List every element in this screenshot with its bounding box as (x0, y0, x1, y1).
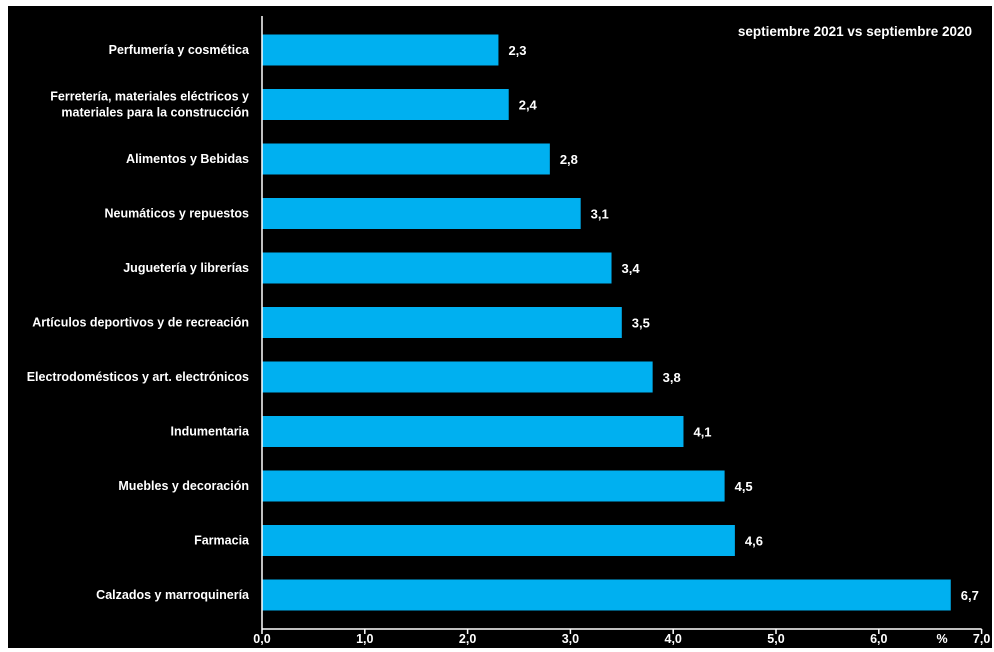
x-tick-label: 0,0 (253, 632, 270, 646)
data-label: 2,8 (560, 152, 578, 167)
x-tick-label: 1,0 (356, 632, 373, 646)
category-label: Juguetería y librerías (123, 261, 249, 275)
category-label: Perfumería y cosmética (109, 43, 250, 57)
data-label: 4,1 (693, 425, 711, 440)
data-label: 3,4 (622, 261, 641, 276)
data-label: 2,4 (519, 98, 538, 113)
bar (262, 525, 735, 556)
bar-chart: septiembre 2021 vs septiembre 2020 % 2,3… (27, 16, 990, 646)
x-tick-label: 5,0 (767, 632, 784, 646)
chart-title: septiembre 2021 vs septiembre 2020 (738, 24, 972, 39)
category-label: Ferretería, materiales eléctricos y (50, 90, 249, 104)
category-label: Alimentos y Bebidas (126, 152, 249, 166)
category-label: Neumáticos y repuestos (105, 207, 250, 221)
data-label: 3,5 (632, 316, 650, 331)
data-label: 3,8 (663, 370, 681, 385)
category-label: Indumentaria (171, 425, 251, 439)
x-tick-label: 2,0 (459, 632, 476, 646)
bar (262, 307, 622, 338)
category-label: Farmacia (194, 534, 250, 548)
data-label: 6,7 (961, 588, 979, 603)
x-tick-label: 7,0 (973, 632, 990, 646)
data-label: 2,3 (508, 43, 526, 58)
bar (262, 143, 550, 175)
chart-panel: septiembre 2021 vs septiembre 2020 % 2,3… (8, 6, 992, 648)
data-label: 3,1 (591, 207, 609, 222)
category-label: Calzados y marroquinería (96, 588, 250, 602)
x-tick-label: 3,0 (562, 632, 579, 646)
data-label: 4,6 (745, 534, 763, 549)
bar (262, 89, 509, 120)
category-label: Muebles y decoración (118, 479, 249, 493)
category-label: Electrodomésticos y art. electrónicos (27, 370, 249, 384)
bar (262, 198, 581, 229)
data-label: 4,5 (735, 479, 753, 494)
bar (262, 579, 951, 611)
bar (262, 416, 684, 447)
x-axis-unit-label: % (936, 632, 947, 646)
bar (262, 252, 612, 284)
bar (262, 34, 499, 66)
category-label: Artículos deportivos y de recreación (32, 316, 249, 330)
x-tick-label: 4,0 (665, 632, 682, 646)
bar (262, 361, 653, 393)
category-label: materiales para la construcción (61, 106, 249, 120)
bar (262, 470, 725, 502)
x-tick-label: 6,0 (870, 632, 887, 646)
